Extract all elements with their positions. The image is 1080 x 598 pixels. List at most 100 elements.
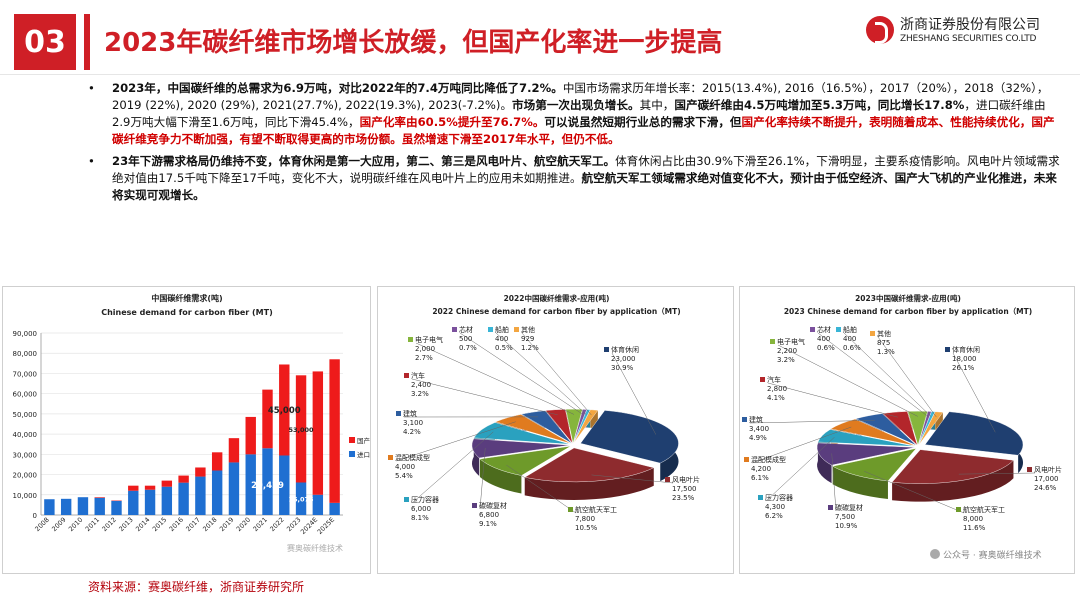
pie-slice (473, 422, 571, 445)
logo-mark-icon (866, 16, 894, 44)
bullet-text-segment: 国产化率由60.5%提升至76.7%。 (359, 115, 545, 129)
y-tick-label: 40,000 (13, 431, 38, 439)
slice-label-name: 混配模成型 (751, 455, 786, 464)
pie-chart-2022: 2022中国碳纤维需求-应用(吨) 2022 Chinese demand for… (388, 293, 700, 532)
data-label: 16,075 (289, 496, 315, 504)
y-tick-label: 20,000 (13, 472, 38, 480)
bullet-text-segment: 国产碳纤维由4.5万吨增加至5.3万吨，同比增长17.8% (674, 98, 965, 112)
x-tick-label: 2024E (299, 516, 319, 536)
logo-name-cn: 浙商证券股份有限公司 (900, 17, 1040, 33)
label-swatch (568, 507, 573, 512)
y-tick-label: 90,000 (13, 330, 38, 338)
bar-import (211, 470, 223, 515)
label-swatch (396, 411, 401, 416)
pie-slice (816, 442, 916, 466)
slice-label-pct: 5.4% (395, 472, 413, 480)
pie-slice (891, 449, 1014, 484)
label-swatch (810, 327, 815, 332)
leader-line (506, 464, 577, 514)
slice-label-name: 其他 (521, 325, 535, 334)
slice-label-name: 风电叶片 (672, 475, 700, 484)
pie-slice (817, 429, 916, 447)
slice-label-value: 8,000 (963, 515, 983, 523)
pie-slice (565, 409, 583, 444)
leader-line (521, 332, 592, 416)
pie-slice (521, 410, 572, 444)
x-tick-label: 2021 (252, 516, 269, 533)
x-tick-label: 2011 (84, 516, 101, 533)
label-swatch (828, 505, 833, 510)
bar-domestic (161, 480, 173, 487)
slice-label-value: 3,400 (749, 425, 769, 433)
slice-label-name: 航空航天军工 (575, 505, 617, 514)
slice-label-pct: 4.9% (749, 434, 767, 442)
leader-line (459, 332, 584, 415)
bullet-text-segment: 航空航天军工领域需求绝对值变化不大，预计由于低空经济、国产大飞机的产业化推进，未… (112, 171, 1057, 202)
x-tick-label: 2009 (50, 516, 67, 533)
y-tick-label: 0 (33, 512, 37, 520)
bar-import (329, 502, 340, 515)
bullet-text-segment: 国产化率持续不断提升，表明随着成本、性能持续优化，国产碳纤维竞争力不断加强，有望… (112, 115, 1055, 146)
slice-label-pct: 3.2% (411, 390, 429, 398)
leader-line (767, 382, 898, 418)
x-tick-label: 2019 (218, 516, 235, 533)
label-swatch (1027, 467, 1032, 472)
bullet-item: • 23年下游需求格局仍维持不变，体育休闲是第一大应用，第二、第三是风电叶片、航空… (84, 153, 1060, 204)
bar-chart-panel: 中国碳纤维需求(吨) Chinese demand for carbon fibe… (2, 286, 371, 574)
pie-slice (524, 447, 655, 483)
bar-domestic (144, 485, 156, 490)
pie-slice-side (832, 466, 888, 499)
label-swatch (408, 337, 413, 342)
bar-import (312, 494, 324, 515)
bar-import (228, 462, 240, 515)
x-tick-label: 2010 (67, 516, 84, 533)
pie-slice (580, 410, 679, 464)
slice-label-value: 6,800 (479, 511, 499, 519)
wechat-icon (930, 549, 940, 559)
x-tick-label: 2018 (201, 516, 218, 533)
bullet-text-segment: 市场第一次出现负增长。 (512, 98, 640, 112)
y-tick-label: 10,000 (13, 492, 38, 500)
slice-label-name: 船舶 (843, 325, 857, 334)
slice-label-pct: 23.5% (672, 494, 695, 502)
label-swatch (452, 327, 457, 332)
slice-label-value: 2,800 (767, 385, 787, 393)
label-swatch (404, 373, 409, 378)
slice-label-value: 400 (495, 335, 508, 343)
slice-label-pct: 3.2% (777, 356, 795, 364)
bar-import (195, 476, 206, 515)
pie-slice-side (524, 467, 654, 500)
slice-label-pct: 8.1% (411, 514, 429, 522)
slice-label-pct: 0.6% (817, 344, 835, 352)
label-swatch (404, 497, 409, 502)
pie-chart-2022-panel: 2022中国碳纤维需求-应用(吨) 2022 Chinese demand for… (377, 286, 734, 574)
x-tick-label: 2013 (117, 516, 134, 533)
leader-line (411, 431, 494, 504)
bullet-dot: • (88, 154, 95, 168)
slice-label-value: 23,000 (611, 355, 636, 363)
y-tick-label: 60,000 (13, 391, 38, 399)
leader-line (864, 471, 965, 514)
slice-label-pct: 0.6% (843, 344, 861, 352)
slice-label-pct: 1.3% (877, 348, 895, 356)
slice-label-value: 400 (817, 335, 830, 343)
bar-import (94, 497, 105, 515)
slice-label-name: 压力容器 (411, 495, 439, 504)
bar-domestic (128, 485, 139, 491)
legend-label-domestic: 国产 (357, 436, 371, 445)
x-tick-label: 2016 (168, 516, 185, 533)
slice-label-value: 929 (521, 335, 534, 343)
pie-slice (573, 409, 599, 444)
bullet-item: • 2023年，中国碳纤维的总需求为6.9万吨，对比2022年的7.4万吨同比降低… (84, 80, 1060, 148)
pie-chart-2023-panel: 2023中国碳纤维需求-应用(吨) 2023 Chinese demand for… (739, 286, 1075, 574)
slice-label-value: 3,100 (403, 419, 423, 427)
slice-label-value: 4,300 (765, 503, 785, 511)
y-tick-label: 70,000 (13, 370, 38, 378)
slice-label-pct: 4.2% (403, 428, 421, 436)
bar-domestic (245, 416, 256, 455)
slice-label-name: 混配模成型 (395, 453, 430, 462)
slice-label-pct: 30.9% (611, 364, 634, 372)
label-swatch (945, 347, 950, 352)
label-swatch (665, 477, 670, 482)
leader-line (611, 352, 657, 435)
